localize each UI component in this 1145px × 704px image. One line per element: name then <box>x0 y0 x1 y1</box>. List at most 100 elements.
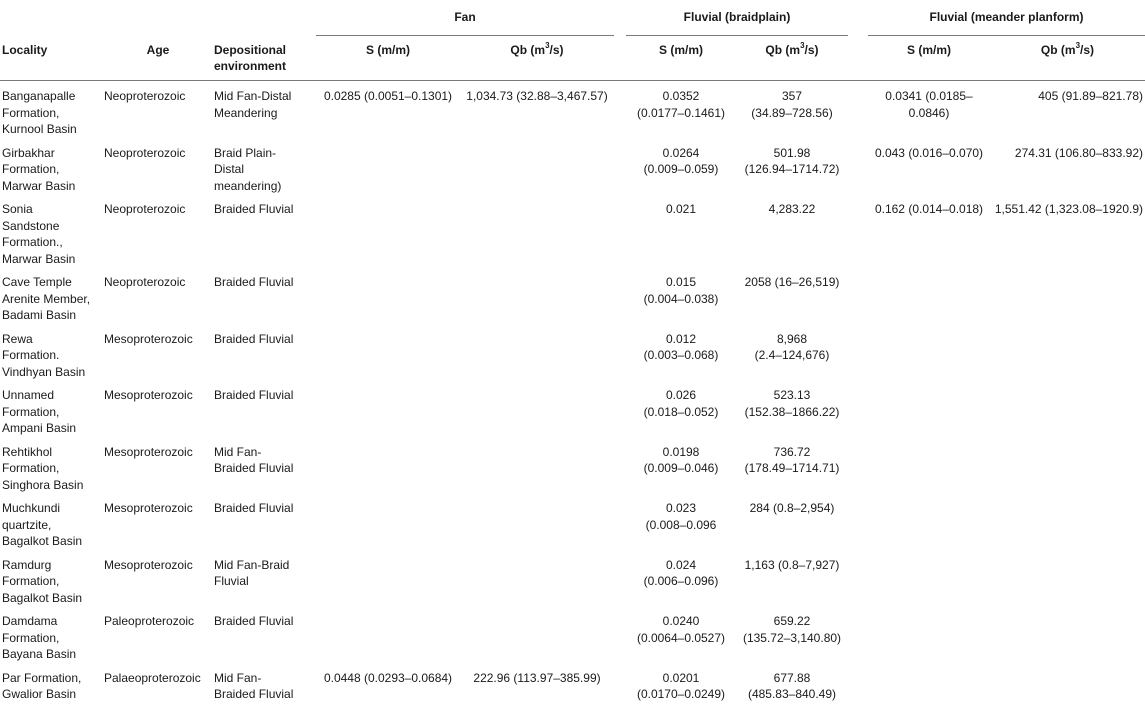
cell-fan-s <box>316 267 460 324</box>
cell-environment-line: Braid Plain- <box>214 145 277 160</box>
cell-meander-qb: 405 (91.89–821.78) <box>1038 89 1143 103</box>
cell-fan-s <box>316 437 460 494</box>
cell-braid-s: 0.021 <box>626 194 736 267</box>
cell-braid-qb: 2058 (16–26,519) <box>736 267 848 324</box>
cell-meander-qb: 1,551.42 (1,323.08–1920.9) <box>994 202 1143 216</box>
cell-fan-qb <box>460 437 614 494</box>
cell-braid-s: 0.024 (0.006–0.096) <box>626 550 736 607</box>
cell-locality-line: Ramdurg <box>2 557 52 572</box>
cell-braid-s-line: (0.008–0.096 <box>645 517 717 532</box>
cell-fan-qb <box>460 138 614 195</box>
table-row: Rewa Formation. Vindhyan Basin Mesoproteroz… <box>0 324 1145 381</box>
cell-locality-line: Girbakhar <box>2 145 55 160</box>
cell-braid-s-line: 0.015 <box>665 275 697 289</box>
cell-meander-s <box>868 380 990 437</box>
cell-environment-line: Braided Fluvial <box>214 331 294 346</box>
cell-environment: Mid Fan- Braided Fluvial <box>214 437 316 494</box>
cell-meander-qb <box>990 550 1145 607</box>
cell-braid-qb-line: (178.49–1714.71) <box>744 461 840 475</box>
cell-environment-line: Braided Fluvial <box>214 202 294 216</box>
cell-braid-qb-line: 1,163 (0.8–7,927) <box>744 557 840 572</box>
cell-age: Neoproterozoic <box>104 145 186 160</box>
table-row: Ramdurg Formation, Bagalkot Basin Mesoprote… <box>0 550 1145 607</box>
cell-braid-s: 0.0352 (0.0177–0.1461) <box>626 81 736 138</box>
cell-locality-line: Banganapalle <box>2 89 76 103</box>
cell-braid-qb-line: 2058 (16–26,519) <box>744 275 840 289</box>
cell-braid-s: 0.0240 (0.0064–0.0527) <box>626 606 736 663</box>
cell-meander-qb <box>990 437 1145 494</box>
cell-braid-s: 0.026 (0.018–0.052) <box>626 380 736 437</box>
cell-age: Mesoproterozoic <box>104 501 193 515</box>
cell-locality: Par Formation, Gwalior Basin <box>0 663 102 704</box>
cell-fan-s: 0.0448 (0.0293–0.0684) <box>323 670 453 685</box>
cell-locality-line: Unnamed <box>2 388 55 402</box>
header-meander-s: S (m/m) <box>906 43 951 57</box>
cell-locality-line: Kurnool Basin <box>2 122 77 136</box>
cell-braid-qb-line: (126.94–1714.72) <box>744 162 840 176</box>
cell-fan-s <box>316 380 460 437</box>
cell-meander-s <box>868 324 990 381</box>
cell-meander-s: 0.162 (0.014–0.018) <box>874 202 984 216</box>
cell-locality: Rewa Formation. Vindhyan Basin <box>0 324 102 381</box>
cell-meander-s <box>868 267 990 324</box>
column-header-row: Locality Age Depositional environment S … <box>0 36 1145 81</box>
cell-environment: Braided Fluvial <box>214 606 316 663</box>
cell-locality-line: Damdama <box>2 614 58 628</box>
cell-environment: Braided Fluvial <box>214 194 316 267</box>
cell-braid-qb-line: 357 <box>781 89 803 103</box>
cell-braid-qb: 659.22 (135.72–3,140.80) <box>736 606 848 663</box>
cell-meander-s <box>868 606 990 663</box>
cell-environment: Mid Fan- Braided Fluvial <box>214 663 316 704</box>
cell-braid-qb-line: 4,283.22 <box>768 202 816 216</box>
cell-fan-qb: 222.96 (113.97–385.99) <box>473 670 601 685</box>
cell-environment-line: Braided Fluvial <box>214 501 294 515</box>
cell-fan-s <box>316 550 460 607</box>
table-row: Damdama Formation, Bayana Basin Paleoproter… <box>0 606 1145 663</box>
cell-braid-s-line: 0.012 <box>665 331 697 346</box>
cell-environment: Braided Fluvial <box>214 493 316 550</box>
cell-fan-qb <box>460 194 614 267</box>
header-locality: Locality <box>2 42 48 57</box>
cell-environment-line: Mid Fan- <box>214 444 262 459</box>
cell-braid-s-line: (0.0064–0.0527) <box>636 630 726 645</box>
cell-meander-s <box>868 493 990 550</box>
table-row: Cave Temple Arenite Member, Badami Basin Ne… <box>0 267 1145 324</box>
cell-braid-qb-line: 8,968 <box>776 331 808 346</box>
cell-meander-s <box>868 550 990 607</box>
cell-locality-line: Rewa <box>2 331 33 346</box>
cell-locality-line: Bayana Basin <box>2 647 77 661</box>
cell-braid-s-line: (0.003–0.068) <box>643 348 719 362</box>
cell-environment-line: Braided Fluvial <box>214 461 294 475</box>
cell-locality: Cave Temple Arenite Member, Badami Basin <box>0 267 102 324</box>
cell-fan-s <box>316 138 460 195</box>
cell-locality-line: Bagalkot Basin <box>2 590 83 605</box>
cell-environment: Braided Fluvial <box>214 324 316 381</box>
cell-braid-s: 0.0198 (0.009–0.046) <box>626 437 736 494</box>
cell-braid-s: 0.015 (0.004–0.038) <box>626 267 736 324</box>
cell-locality-line: Sandstone <box>2 218 60 233</box>
table-row: Unnamed Formation, Ampani Basin Mesoprotero… <box>0 380 1145 437</box>
cell-braid-s-line: 0.0201 <box>662 670 700 685</box>
cell-locality-line: quartzite, <box>2 517 52 532</box>
cell-meander-qb <box>990 606 1145 663</box>
cell-meander-s <box>868 663 990 704</box>
cell-environment-line: Braided Fluvial <box>214 614 294 628</box>
header-meander-qb: Qb (m3/s) <box>1040 41 1095 58</box>
cell-locality-line: Badami Basin <box>2 308 77 322</box>
cell-braid-s-line: 0.0240 <box>662 614 700 628</box>
cell-environment-line: Meandering <box>214 105 278 120</box>
cell-braid-qb-line: 501.98 <box>773 145 811 160</box>
cell-locality: Unnamed Formation, Ampani Basin <box>0 380 102 437</box>
cell-braid-s-line: 0.0264 <box>662 145 700 160</box>
cell-braid-qb: 4,283.22 <box>736 194 848 267</box>
cell-environment: Mid Fan-Braid Fluvial <box>214 550 316 607</box>
cell-age: Palaeoproterozoic <box>104 670 201 685</box>
cell-locality-line: Arenite Member, <box>2 291 91 306</box>
cell-age: Mesoproterozoic <box>104 444 193 459</box>
cell-braid-s-line: (0.006–0.096) <box>643 574 719 588</box>
cell-locality-line: Formation, <box>2 461 60 475</box>
cell-meander-qb <box>990 267 1145 324</box>
cell-locality-line: Formation, <box>2 162 60 176</box>
header-braid-s: S (m/m) <box>658 43 703 57</box>
table-row: Girbakhar Formation, Marwar Basin Neoproter… <box>0 138 1145 195</box>
